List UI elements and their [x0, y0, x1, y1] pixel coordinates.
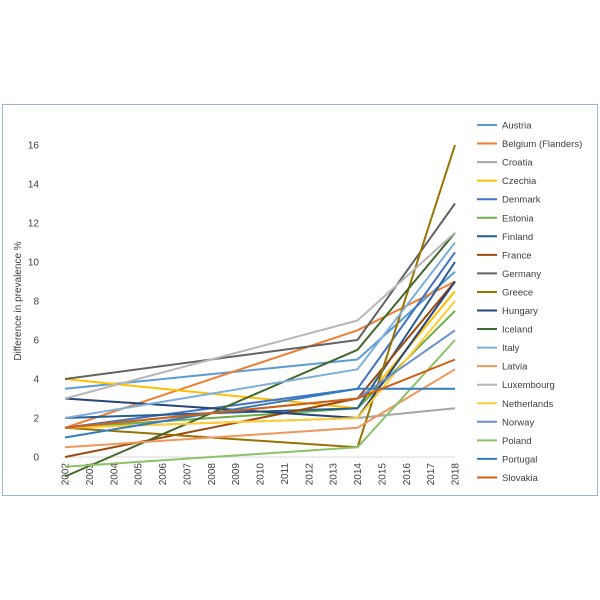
series-line-portugal — [64, 387, 455, 439]
legend-label: Luxembourg — [502, 380, 555, 391]
x-tick-label: 2003 — [85, 463, 96, 486]
legend-item: Luxembourg — [477, 380, 555, 391]
legend-label: Germany — [502, 269, 541, 280]
y-tick-label: 14 — [28, 180, 40, 191]
y-tick-label: 16 — [28, 141, 40, 152]
x-axis-ticks: 2002 2003 2004 2005 2006 2007 2008 2009 2010 2011… — [61, 463, 462, 486]
legend-item: Estonia — [477, 213, 534, 224]
x-tick-label: 2005 — [134, 463, 145, 486]
x-tick-label: 2013 — [329, 463, 340, 486]
x-tick-label: 2006 — [158, 463, 169, 486]
legend-label: Estonia — [502, 213, 534, 224]
legend-item: Poland — [477, 436, 532, 447]
legend-label: Italy — [502, 343, 520, 354]
legend-label: Czechia — [502, 176, 537, 187]
y-tick-label: 0 — [33, 453, 39, 464]
series-line-poland — [64, 339, 456, 468]
legend-label: Finland — [502, 232, 533, 243]
legend-label: Belgium (Flanders) — [502, 139, 582, 150]
x-tick-label: 2015 — [377, 463, 388, 486]
x-tick-label: 2008 — [207, 463, 218, 486]
legend-item: Norway — [477, 417, 534, 428]
y-axis-label: Difference in prevalence % — [13, 241, 24, 360]
legend-label: Croatia — [502, 158, 533, 169]
legend-item: Netherlands — [477, 399, 553, 410]
x-tick-label: 2010 — [256, 463, 267, 486]
x-tick-label: 2011 — [280, 463, 291, 485]
legend-item: Austria — [477, 121, 532, 132]
x-tick-label: 2007 — [182, 463, 193, 486]
series-line-luxembourg — [64, 232, 456, 400]
x-tick-label: 2018 — [451, 463, 462, 486]
series-line-slovakia — [64, 358, 456, 429]
legend-item: Hungary — [477, 306, 538, 317]
legend-label: Iceland — [502, 325, 533, 336]
series-lines — [64, 144, 456, 478]
legend-label: Netherlands — [502, 399, 553, 410]
legend-item: Finland — [477, 232, 533, 243]
legend-label: Denmark — [502, 195, 541, 206]
legend-item: Belgium (Flanders) — [477, 139, 582, 150]
legend-item: Denmark — [477, 195, 541, 206]
legend-label: Latvia — [502, 362, 528, 373]
legend-item: France — [477, 250, 532, 261]
y-tick-label: 4 — [33, 375, 39, 386]
series-line-italy — [64, 241, 456, 419]
legend-label: Austria — [502, 121, 532, 132]
legend-label: France — [502, 250, 532, 261]
y-tick-label: 10 — [28, 258, 40, 269]
legend: Austria Belgium (Flanders) Croatia Czechia D… — [477, 121, 582, 484]
legend-item: Germany — [477, 269, 541, 280]
legend-item: Latvia — [477, 362, 528, 373]
x-tick-label: 2004 — [109, 463, 120, 486]
legend-item: Slovakia — [477, 473, 539, 484]
legend-item: Iceland — [477, 325, 533, 336]
x-tick-label: 2014 — [353, 463, 364, 486]
legend-label: Portugal — [502, 454, 537, 465]
x-tick-label: 2009 — [231, 463, 242, 486]
legend-item: Czechia — [477, 176, 537, 187]
x-tick-label: 2016 — [402, 463, 413, 486]
chart-frame: 0 2 4 6 8 10 12 14 16 2002 2003 2004 2005 2006 2007 20… — [2, 104, 598, 496]
x-tick-label: 2017 — [426, 463, 437, 486]
legend-item: Greece — [477, 287, 533, 298]
legend-item: Italy — [477, 343, 520, 354]
y-tick-label: 6 — [33, 336, 39, 347]
y-axis-ticks: 0 2 4 6 8 10 12 14 16 — [28, 141, 40, 464]
series-line-austria — [64, 271, 456, 390]
y-tick-label: 2 — [33, 414, 39, 425]
series-line-iceland — [64, 232, 456, 478]
legend-label: Hungary — [502, 306, 538, 317]
y-tick-label: 12 — [28, 219, 40, 230]
y-tick-label: 8 — [33, 297, 39, 308]
legend-label: Poland — [502, 436, 532, 447]
series-line-netherlands — [64, 300, 456, 429]
legend-label: Slovakia — [502, 473, 539, 484]
legend-label: Greece — [502, 287, 533, 298]
legend-item: Portugal — [477, 454, 537, 465]
series-line-finland — [64, 261, 456, 419]
x-tick-label: 2012 — [304, 463, 315, 486]
legend-label: Norway — [502, 417, 534, 428]
legend-item: Croatia — [477, 158, 533, 169]
x-tick-label: 2002 — [61, 463, 72, 486]
